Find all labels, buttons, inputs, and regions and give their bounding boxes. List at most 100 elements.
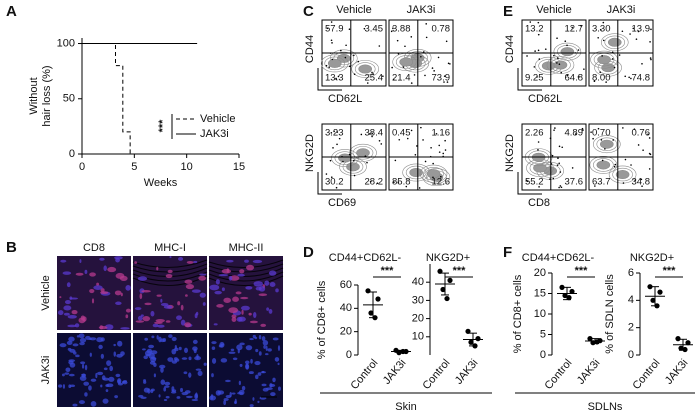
stain-spot [238, 316, 246, 322]
data-point [437, 268, 443, 274]
stain-spot [148, 344, 155, 349]
data-point [475, 336, 481, 342]
contour [358, 64, 372, 74]
event-dot [577, 76, 580, 78]
event-dot [536, 76, 538, 78]
stain-spot [244, 259, 249, 263]
event-dot [561, 146, 564, 149]
y-axis-title: Without [28, 77, 40, 114]
micrograph [133, 333, 207, 407]
stain-spot [272, 337, 279, 341]
stain-spot [184, 347, 188, 354]
contour [600, 33, 629, 52]
event-dot [335, 186, 338, 189]
x-tick-label: Control [543, 357, 575, 392]
event-dot [391, 66, 393, 69]
stain-spot [75, 354, 80, 358]
stain-spot [151, 335, 155, 339]
stain-spot [253, 281, 264, 287]
significance: *** [453, 265, 467, 277]
event-dot [424, 160, 427, 163]
y-tick-label: 20 [534, 267, 546, 279]
event-dot [437, 56, 440, 59]
event-dot [630, 164, 632, 166]
event-dot [378, 45, 381, 47]
stain-spot [234, 398, 237, 405]
y-tick-label: 0 [628, 349, 634, 361]
stain-spot [68, 336, 75, 342]
event-dot [404, 45, 406, 48]
stain-spot [211, 346, 216, 350]
event-dot [440, 175, 442, 178]
event-dot [537, 141, 540, 143]
group-label: Skin [395, 401, 416, 413]
stain-spot [90, 378, 97, 382]
y-tick-label: 0 [346, 349, 352, 361]
epidermis-stain [132, 259, 208, 269]
data-point [678, 345, 684, 351]
stain-spot [238, 380, 242, 386]
event-dot [393, 181, 395, 184]
contour [320, 54, 349, 73]
event-dot [371, 71, 373, 74]
quadrant-percent: 63.7 [592, 177, 611, 188]
event-dot [337, 75, 340, 78]
event-dot [552, 177, 555, 180]
event-dot [601, 55, 603, 57]
event-dot [604, 148, 606, 150]
stain-spot [114, 395, 119, 399]
stain-spot [79, 341, 85, 346]
quadrant-percent: 0.70 [592, 128, 611, 139]
event-dot [329, 159, 332, 162]
quadrant-percent: 13.3 [325, 73, 344, 84]
stain-spot [228, 275, 233, 281]
contour [423, 166, 444, 181]
quadrant-percent: 13.2 [525, 24, 544, 35]
stain-spot [140, 396, 147, 399]
stain-spot [72, 343, 79, 347]
event-dot [629, 33, 631, 35]
event-dot [557, 57, 559, 59]
survival-line [82, 43, 131, 154]
contour [354, 62, 376, 76]
significance: *** [157, 119, 169, 133]
event-dot [335, 78, 337, 80]
event-dot [534, 50, 536, 52]
quadrant-percent: 13.9 [632, 24, 651, 35]
stain-spot [165, 320, 171, 323]
event-dot [336, 143, 338, 146]
data-point [587, 336, 593, 342]
chart-title: CD44+CD62L- [522, 252, 595, 264]
panel-label: B [6, 239, 17, 256]
event-dot [558, 145, 561, 148]
event-dot [529, 21, 532, 23]
chart-title: CD44+CD62L- [329, 252, 402, 264]
stain-spot [125, 308, 131, 313]
stain-spot [135, 320, 145, 323]
event-dot [432, 176, 434, 179]
stain-spot [150, 356, 157, 363]
stain-spot [211, 341, 217, 345]
stain-spot [107, 266, 117, 273]
y-tick-label: 0 [69, 148, 75, 160]
y-axis-title: CD44 [304, 35, 316, 63]
event-dot [537, 21, 540, 24]
data-point [368, 310, 374, 316]
stain-spot [244, 360, 250, 365]
stain-spot [181, 357, 188, 360]
stain-spot [100, 337, 105, 342]
stain-spot [125, 314, 129, 319]
stain-spot [120, 351, 125, 356]
stain-spot [68, 384, 72, 389]
stain-spot [115, 257, 120, 263]
x-tick-label: Control [421, 357, 453, 392]
event-dot [602, 39, 605, 42]
contour [612, 167, 633, 182]
stain-spot [257, 372, 262, 376]
event-dot [574, 133, 577, 135]
stain-spot [58, 384, 63, 388]
stain-spot [184, 322, 192, 328]
stain-spot [103, 265, 107, 272]
x-axis-title: Weeks [144, 177, 178, 189]
stain-spot [157, 324, 165, 328]
